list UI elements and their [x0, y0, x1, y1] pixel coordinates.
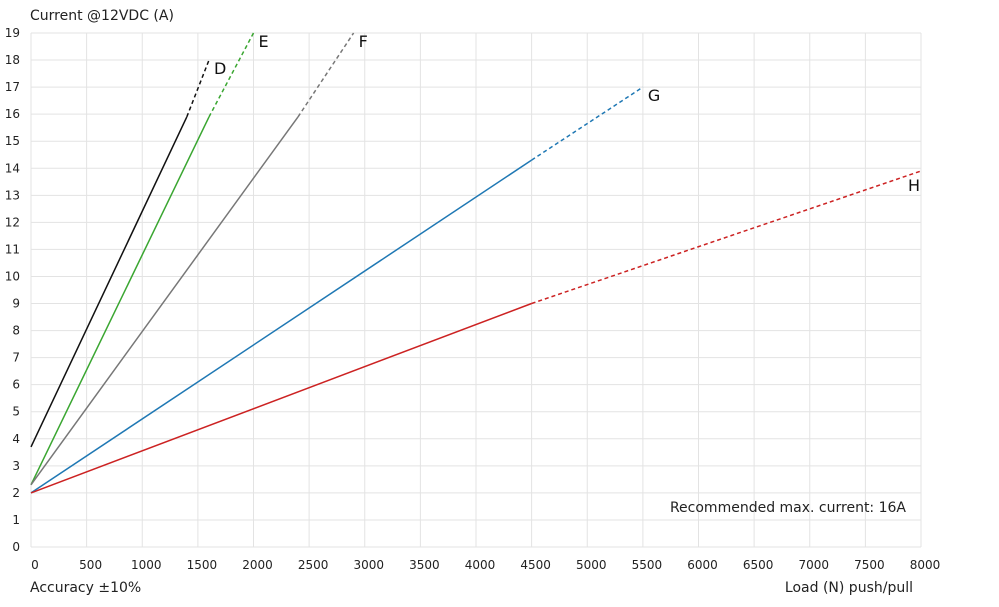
series-label-d: D — [214, 59, 226, 78]
series-line-e-solid — [30, 116, 210, 486]
x-axis-label: Load (N) push/pull — [785, 580, 913, 596]
y-tick-label: 15 — [5, 134, 20, 148]
y-tick-label: 12 — [5, 215, 20, 229]
series-line-g-dashed — [531, 86, 644, 161]
accuracy-footnote: Accuracy ±10% — [30, 580, 141, 596]
recommended-max-current-note: Recommended max. current: 16A — [670, 500, 906, 516]
x-tick-label: 4500 — [520, 558, 551, 572]
x-tick-label: 2500 — [298, 558, 329, 572]
x-tick-label: 1500 — [187, 558, 218, 572]
series-line-e-dashed — [208, 32, 255, 118]
series-line-d-solid — [30, 116, 188, 448]
series-line-f-solid — [30, 116, 299, 486]
y-axis-label: Current @12VDC (A) — [30, 8, 174, 24]
series-lines — [30, 32, 922, 494]
y-tick-label: 13 — [5, 188, 20, 202]
series-label-h: H — [908, 176, 920, 195]
y-tick-label: 8 — [12, 324, 20, 338]
x-tick-label: 7000 — [798, 558, 829, 572]
y-tick-label: 9 — [12, 297, 20, 311]
x-tick-label: 5000 — [576, 558, 607, 572]
y-tick-label: 18 — [5, 53, 20, 67]
grid-lines — [30, 32, 922, 548]
y-tick-label: 11 — [5, 242, 20, 256]
x-tick-label: 1000 — [131, 558, 162, 572]
x-tick-label: 6500 — [743, 558, 774, 572]
series-line-f-dashed — [297, 32, 355, 118]
x-tick-label: 2000 — [242, 558, 273, 572]
y-tick-label: 2 — [12, 486, 20, 500]
y-tick-label: 7 — [12, 351, 20, 365]
series-line-h-solid — [30, 302, 532, 494]
x-tick-label: 0 — [31, 558, 39, 572]
x-tick-label: 7500 — [854, 558, 885, 572]
series-label-g: G — [648, 86, 660, 105]
y-tick-label: 4 — [12, 432, 20, 446]
x-tick-label: 3500 — [409, 558, 440, 572]
series-label-e: E — [259, 32, 269, 51]
x-tick-label: 5500 — [632, 558, 663, 572]
y-tick-label: 19 — [5, 26, 20, 40]
y-tick-label: 1 — [12, 513, 20, 527]
y-tick-label: 6 — [12, 378, 20, 392]
y-tick-label: 17 — [5, 80, 20, 94]
y-tick-label: 3 — [12, 459, 20, 473]
y-tick-label: 5 — [12, 405, 20, 419]
y-tick-label: 14 — [5, 161, 20, 175]
y-tick-label: 10 — [5, 269, 20, 283]
x-tick-labels: 0 500 1000 1500 2000 2500 3000 3500 4000 4500 5000… — [31, 558, 940, 572]
x-tick-label: 8000 — [910, 558, 941, 572]
series-line-d-dashed — [186, 59, 210, 118]
x-tick-label: 3000 — [353, 558, 384, 572]
x-tick-label: 4000 — [465, 558, 496, 572]
series-line-h-dashed — [531, 170, 922, 305]
series-label-f: F — [359, 32, 368, 51]
x-tick-label: 6000 — [687, 558, 718, 572]
x-tick-label: 500 — [79, 558, 102, 572]
series-line-g-solid — [30, 159, 533, 494]
y-tick-label: 16 — [5, 107, 20, 121]
y-tick-label: 0 — [12, 540, 20, 554]
series-labels: D E F G H — [214, 32, 920, 195]
